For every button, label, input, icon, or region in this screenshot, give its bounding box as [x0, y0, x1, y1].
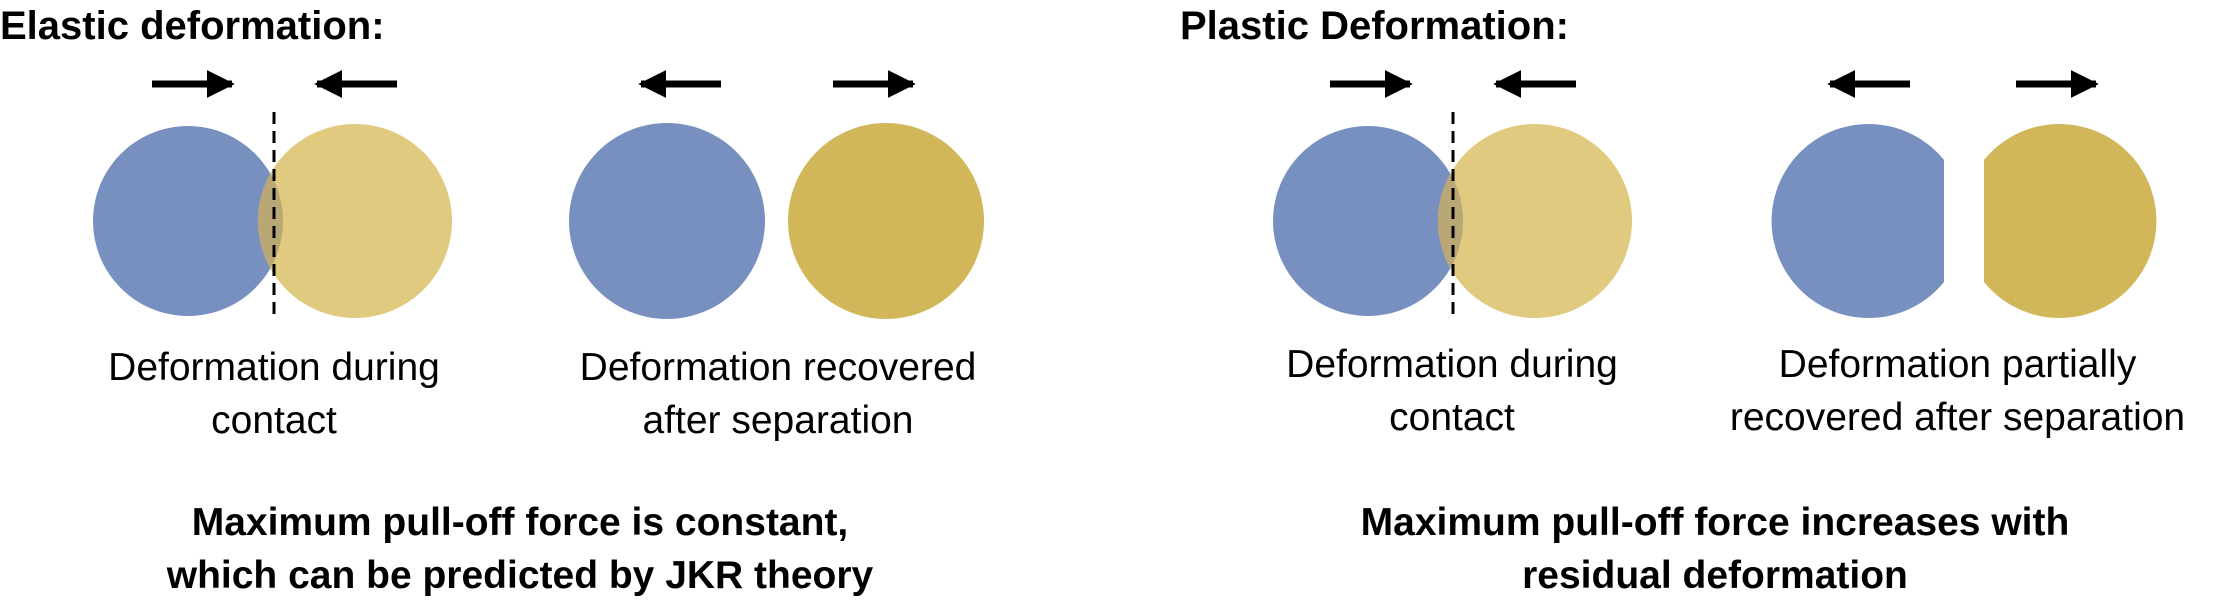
conclusion-line: Maximum pull-off force increases with — [1360, 501, 2070, 544]
elastic-title: Elastic deformation: — [0, 4, 385, 48]
blue-particle — [1273, 126, 1463, 316]
elastic-conclusion: Maximum pull-off force is constant, whic… — [100, 496, 940, 602]
label-line: recovered after separation — [1729, 396, 2186, 439]
elastic-contact-pair — [93, 70, 452, 320]
conclusion-line: Maximum pull-off force is constant, — [191, 501, 849, 544]
blue-particle-flattened — [1771, 123, 1944, 318]
elastic-separated-label: Deformation recovered after separation — [548, 341, 1008, 447]
gold-particle — [788, 123, 984, 319]
conclusion-line: which can be predicted by JKR theory — [166, 554, 874, 597]
label-line: Deformation partially — [1778, 343, 2137, 386]
blue-particle — [569, 123, 765, 319]
plastic-contact-label: Deformation during contact — [1232, 338, 1672, 444]
plastic-separated-label: Deformation partially recovered after se… — [1702, 338, 2213, 444]
label-line: contact — [1389, 396, 1515, 439]
label-line: Deformation during — [1286, 343, 1618, 386]
elastic-contact-label: Deformation during contact — [54, 341, 494, 447]
label-line: after separation — [642, 399, 914, 442]
label-line: contact — [211, 399, 337, 442]
plastic-separated-pair — [1771, 70, 2157, 318]
gold-particle — [258, 124, 452, 318]
label-line: Deformation during — [108, 346, 440, 389]
elastic-separated-pair — [569, 70, 984, 319]
conclusion-line: residual deformation — [1522, 554, 1908, 597]
blue-particle — [93, 126, 283, 316]
gold-particle-flattened — [1984, 123, 2157, 318]
gold-particle — [1438, 124, 1632, 318]
label-line: Deformation recovered — [579, 346, 977, 389]
plastic-contact-pair — [1273, 70, 1632, 320]
plastic-conclusion: Maximum pull-off force increases with re… — [1280, 496, 2150, 602]
plastic-title: Plastic Deformation: — [1180, 4, 1569, 48]
